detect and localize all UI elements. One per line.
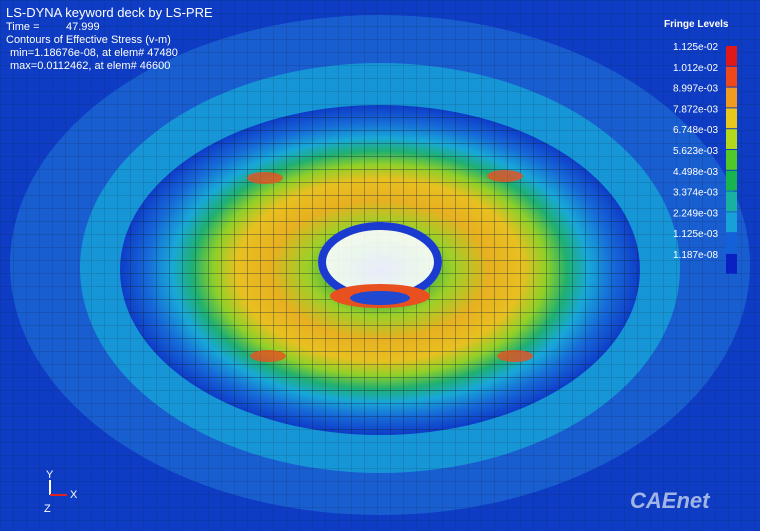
cavity [318,222,442,302]
legend-swatch [726,150,737,170]
contour-title: Contours of Effective Stress (v-m) [6,34,171,46]
legend-label: 2.249e-03 [673,208,718,219]
legend-label: 8.997e-03 [673,84,718,95]
legend-label: 6.748e-03 [673,125,718,136]
y-axis-label: Y [46,469,54,481]
legend-swatch [726,233,737,253]
min-line: min=1.18676e-08, at elem# 47480 [10,47,178,59]
legend-swatch [726,212,737,233]
legend-swatch [726,108,737,129]
time-label: Time = [6,21,40,33]
hotspot [250,350,286,362]
legend-label: 5.623e-03 [673,146,718,157]
legend-swatch [726,46,737,66]
legend-swatch [726,87,737,108]
legend-swatch [726,170,737,191]
hotspot [497,350,533,362]
time-value: 47.999 [66,21,100,33]
legend-swatch [726,191,737,212]
x-axis-label: X [70,489,78,501]
hotspot [487,170,523,182]
legend-label: 1.012e-02 [673,63,718,74]
hotspot [247,172,283,184]
legend-swatch [726,129,737,149]
legend-label: 1.125e-03 [673,229,718,240]
legend-label: 1.125e-02 [673,42,718,53]
axis-triad: Y X Z [44,469,78,515]
legend-title: Fringe Levels [664,19,729,30]
cavity-bottom [350,291,410,305]
title: LS-DYNA keyword deck by LS-PRE [6,5,213,20]
legend-swatch [726,66,737,87]
legend-swatch [726,254,737,274]
legend: 1.125e-02 1.012e-02 8.997e-03 7.872e-03 6.74… [673,42,737,274]
legend-label: 1.187e-08 [673,250,718,261]
watermark: CAEnet [630,488,711,513]
legend-label: 7.872e-03 [673,104,718,115]
legend-label: 3.374e-03 [673,188,718,199]
legend-label: 4.498e-03 [673,167,718,178]
max-line: max=0.0112462, at elem# 46600 [10,60,170,72]
z-axis-label: Z [44,503,51,515]
